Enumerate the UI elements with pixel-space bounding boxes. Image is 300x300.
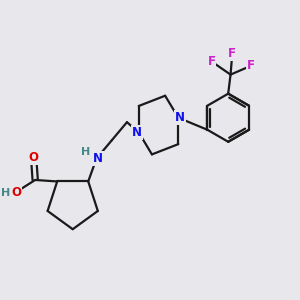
Text: F: F	[208, 56, 215, 68]
Text: F: F	[247, 59, 255, 72]
Text: F: F	[228, 47, 236, 60]
Text: O: O	[11, 186, 21, 199]
Text: O: O	[29, 151, 39, 164]
Text: N: N	[93, 152, 103, 165]
Text: N: N	[132, 126, 142, 139]
Text: H: H	[1, 188, 10, 198]
Text: H: H	[81, 147, 91, 157]
Text: N: N	[175, 111, 185, 124]
